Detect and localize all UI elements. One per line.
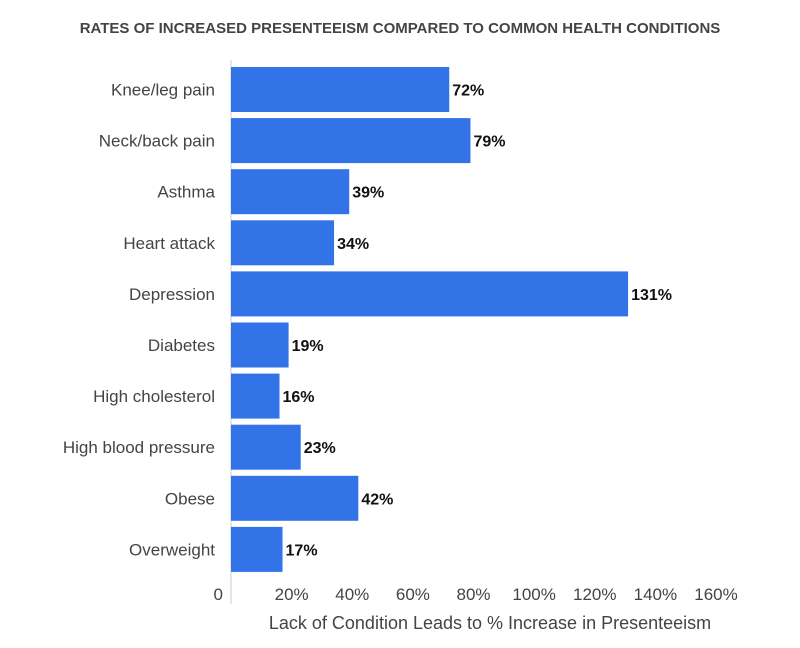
bar-asthma <box>231 169 350 215</box>
x-tick-label: 60% <box>396 585 430 604</box>
value-label: 19% <box>292 338 324 355</box>
category-label: Knee/leg pain <box>111 81 215 100</box>
category-label: High cholesterol <box>93 387 215 406</box>
bar-diabetes <box>231 322 289 368</box>
bar-depression <box>231 271 629 317</box>
value-label: 131% <box>631 287 672 304</box>
category-label: Heart attack <box>123 234 215 253</box>
value-label: 23% <box>304 440 336 457</box>
x-tick-label: 140% <box>634 585 677 604</box>
bar-obese <box>231 475 359 521</box>
category-label: Overweight <box>129 540 215 559</box>
value-label: 16% <box>283 389 315 406</box>
value-label: 34% <box>337 236 369 253</box>
value-label: 17% <box>286 542 318 559</box>
x-tick-label: 120% <box>573 585 616 604</box>
bar-neck-back-pain <box>231 118 471 164</box>
bar-high-cholesterol <box>231 373 280 419</box>
x-tick-label: 100% <box>512 585 555 604</box>
x-tick-label: 80% <box>456 585 490 604</box>
value-label: 79% <box>473 134 505 151</box>
bar-heart-attack <box>231 220 335 266</box>
x-tick-label: 160% <box>694 585 737 604</box>
category-label: Diabetes <box>148 336 215 355</box>
bar-high-blood-pressure <box>231 424 301 470</box>
bar-knee-leg-pain <box>231 67 450 112</box>
category-label: Depression <box>129 285 215 304</box>
category-label: High blood pressure <box>63 438 215 457</box>
x-axis-label: Lack of Condition Leads to % Increase in… <box>268 613 712 633</box>
x-tick-label: 40% <box>335 585 369 604</box>
chart-title: RATES OF INCREASED PRESENTEEISM COMPARED… <box>79 20 721 37</box>
bar-overweight <box>231 526 283 572</box>
category-label: Neck/back pain <box>99 132 215 151</box>
value-label: 42% <box>361 491 393 508</box>
category-label: Asthma <box>157 183 215 202</box>
category-label: Obese <box>165 489 215 508</box>
value-label: 39% <box>352 185 384 202</box>
x-tick-label: 20% <box>275 585 309 604</box>
x-tick-label: 0 <box>214 585 223 604</box>
value-label: 72% <box>452 83 484 100</box>
